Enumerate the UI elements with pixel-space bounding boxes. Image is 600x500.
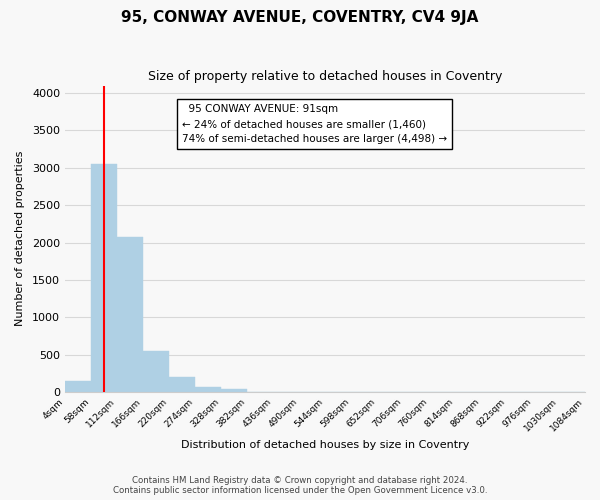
Bar — [65, 381, 91, 392]
Bar — [143, 351, 169, 392]
Text: 95, CONWAY AVENUE, COVENTRY, CV4 9JA: 95, CONWAY AVENUE, COVENTRY, CV4 9JA — [121, 10, 479, 25]
X-axis label: Distribution of detached houses by size in Coventry: Distribution of detached houses by size … — [181, 440, 469, 450]
Text: 95 CONWAY AVENUE: 91sqm  
← 24% of detached houses are smaller (1,460)
74% of se: 95 CONWAY AVENUE: 91sqm ← 24% of detache… — [182, 104, 447, 144]
Bar — [91, 164, 117, 392]
Text: Contains HM Land Registry data © Crown copyright and database right 2024.
Contai: Contains HM Land Registry data © Crown c… — [113, 476, 487, 495]
Bar — [117, 238, 143, 392]
Bar — [169, 376, 195, 392]
Y-axis label: Number of detached properties: Number of detached properties — [15, 151, 25, 326]
Bar — [195, 387, 221, 392]
Bar — [221, 388, 247, 392]
Title: Size of property relative to detached houses in Coventry: Size of property relative to detached ho… — [148, 70, 502, 83]
